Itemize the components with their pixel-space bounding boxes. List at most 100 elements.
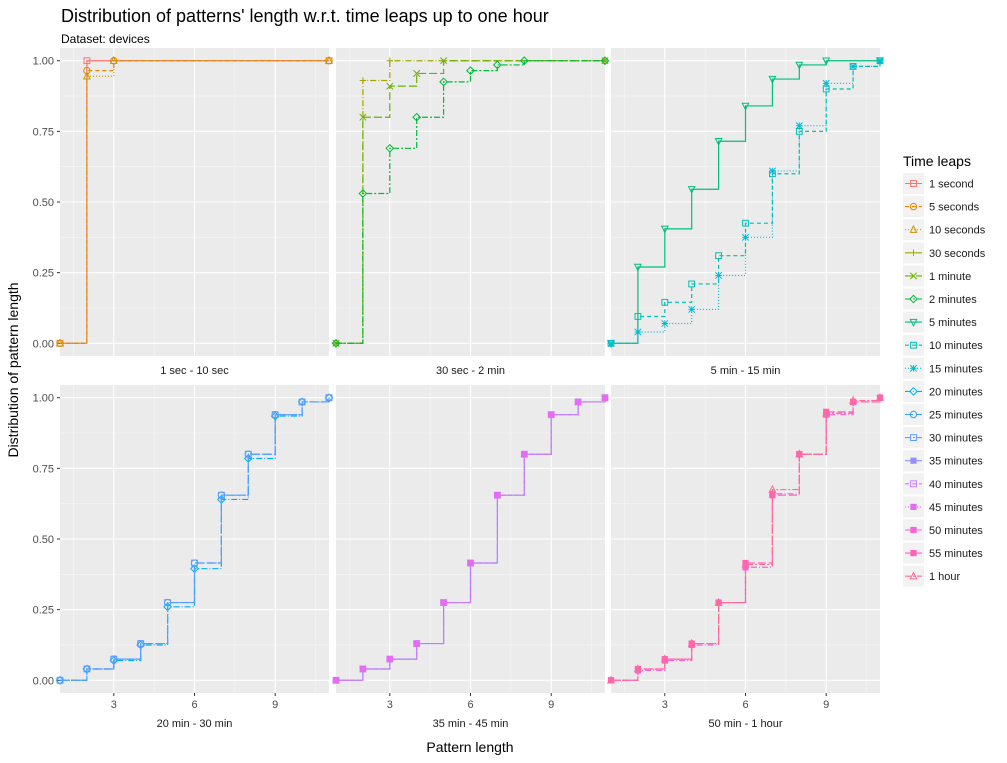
series-line (611, 60, 880, 344)
legend-marker (909, 202, 918, 211)
data-point (601, 394, 609, 401)
legend-marker (909, 294, 918, 304)
legend-marker (910, 249, 917, 256)
legend-item: 5 minutes (903, 311, 977, 333)
legend-label: 2 minutes (929, 294, 977, 306)
legend-label: 45 minutes (929, 502, 983, 514)
x-tick-label: 9 (548, 699, 554, 711)
data-point (218, 491, 225, 499)
data-point (386, 82, 394, 90)
x-axis-title: Pattern length (426, 739, 513, 755)
series-2-minutes (331, 56, 610, 348)
legend-label: 55 minutes (929, 548, 983, 560)
data-point (82, 71, 91, 80)
legend-marker (910, 550, 917, 557)
data-point (822, 408, 831, 417)
legend-item: 25 minutes (903, 404, 983, 425)
y-tick-label: 1.00 (33, 56, 54, 68)
facet-panel: 3 6 9 35 min - 45 min (332, 385, 609, 730)
legend-marker (909, 224, 918, 233)
legend-item: 10 seconds (903, 219, 986, 241)
data-point (688, 280, 696, 288)
data-point (83, 665, 91, 673)
y-tick-label: 0.25 (33, 268, 54, 280)
legend-label: 1 hour (929, 571, 961, 583)
y-tick-label: 0.50 (33, 534, 54, 546)
data-point (687, 186, 696, 195)
data-point (413, 640, 420, 647)
data-point (575, 398, 582, 406)
y-axis-title: Distribution of pattern length (5, 282, 21, 457)
legend-marker (910, 526, 917, 534)
x-tick-label: 9 (823, 699, 829, 711)
legend-marker (910, 180, 917, 187)
data-point (768, 484, 777, 493)
x-tick-label: 9 (272, 699, 278, 711)
data-point (742, 219, 749, 227)
y-tick-label: 0.50 (33, 197, 54, 209)
legend-label: 5 minutes (929, 317, 977, 329)
series-10-seconds (55, 55, 334, 347)
legend-item: 45 minutes (903, 496, 983, 518)
data-point (661, 319, 669, 328)
data-point (331, 338, 341, 348)
legend-marker (909, 386, 918, 396)
data-point (137, 640, 145, 647)
legend-label: 15 minutes (929, 363, 983, 375)
data-point (412, 112, 422, 122)
data-point (271, 411, 279, 419)
legend-label: 1 minute (929, 271, 971, 283)
legend-marker (910, 503, 917, 510)
legend-marker (909, 318, 918, 327)
data-point (633, 664, 642, 673)
data-point (606, 675, 616, 684)
legend-label: 25 minutes (929, 410, 983, 422)
data-point (439, 77, 449, 87)
data-point (875, 392, 885, 401)
legend-item: 40 minutes (903, 473, 983, 495)
legend-label: 20 minutes (929, 386, 983, 398)
legend-marker (909, 364, 918, 372)
data-point (385, 143, 395, 153)
series-45-minutes (332, 394, 609, 684)
legend-marker (909, 571, 918, 580)
legend-item: 1 minute (903, 265, 971, 287)
data-point (55, 338, 65, 347)
legend-item: 50 minutes (903, 519, 983, 541)
data-point (714, 138, 723, 147)
data-point (358, 189, 368, 198)
data-point (633, 263, 642, 272)
data-point (741, 102, 750, 111)
facet-panel: 30 sec - 2 min (331, 48, 610, 377)
data-point (494, 492, 501, 499)
series-30-minutes (56, 394, 333, 684)
legend-label: 10 minutes (929, 340, 983, 352)
facet-strip-label: 30 sec - 2 min (436, 365, 505, 377)
facet-panel: 0.00 0.25 0.50 0.75 1.00 3 6 9 20 min - 30 min (33, 385, 334, 730)
legend: Time leaps 1 second 5 seconds 10 seconds 30… (903, 153, 986, 587)
data-point (660, 654, 669, 663)
legend-item: 1 second (903, 173, 974, 194)
y-tick-label: 0.00 (33, 675, 54, 687)
legend-item: 1 hour (903, 565, 961, 587)
legend-marker (910, 434, 917, 442)
series-line (60, 60, 329, 344)
y-tick-label: 0.75 (33, 463, 54, 475)
legend-label: 1 second (929, 179, 974, 191)
data-point (661, 298, 669, 306)
data-point (191, 559, 198, 567)
data-point (768, 75, 777, 84)
data-point (109, 55, 118, 64)
y-tick-label: 0.25 (33, 605, 54, 617)
x-tick-label: 3 (387, 699, 393, 711)
data-point (876, 57, 884, 65)
y-tick-label: 0.75 (33, 126, 54, 138)
series-15-minutes (607, 57, 884, 347)
legend-item: 30 seconds (903, 242, 986, 264)
data-point (548, 411, 555, 418)
data-point (492, 60, 502, 70)
legend-key (903, 219, 924, 241)
legend-label: 5 seconds (929, 202, 980, 214)
series-line (60, 397, 330, 681)
legend-marker (909, 410, 918, 419)
